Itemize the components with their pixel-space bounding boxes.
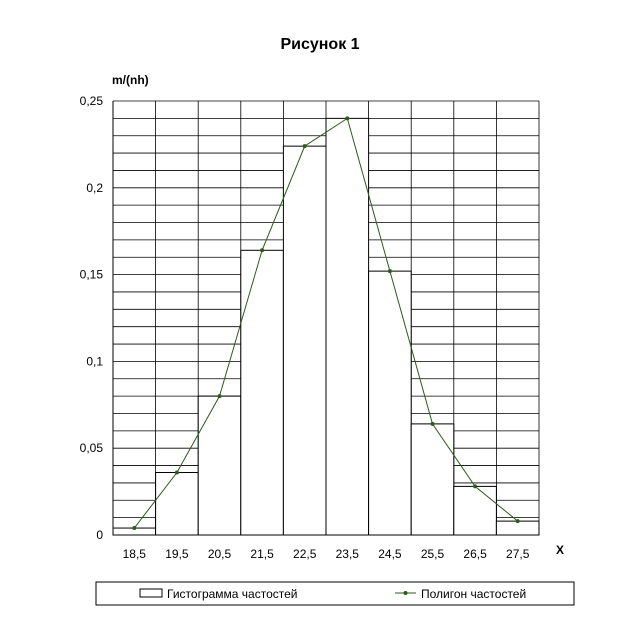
histogram-bar <box>197 395 242 536</box>
x-tick-label: 25,5 <box>421 547 445 561</box>
polygon-point <box>473 484 478 489</box>
legend-swatch-histogram <box>139 588 163 598</box>
histogram-bar <box>368 270 412 536</box>
histogram-bar <box>410 423 455 536</box>
legend-label-histogram: Гистограмма частостей <box>167 587 298 601</box>
y-tick-label: 0,05 <box>80 441 104 455</box>
polygon-point <box>387 269 392 274</box>
histogram-bar <box>155 472 199 536</box>
polygon-point <box>302 144 307 149</box>
polygon-line <box>133 117 519 529</box>
polygon-point <box>260 248 265 253</box>
histogram-bar <box>495 520 540 536</box>
y-tick-label: 0,15 <box>80 268 104 282</box>
y-tick-label: 0,25 <box>80 94 104 108</box>
histogram-bar <box>453 485 497 536</box>
polygon-point <box>174 470 179 475</box>
legend-swatch-polygon-marker <box>403 591 408 595</box>
polygon-point <box>430 421 435 426</box>
x-tick-label: 20,5 <box>208 547 232 561</box>
x-tick-label: 23,5 <box>336 547 360 561</box>
polygon-point <box>345 116 350 121</box>
x-tick-label: 24,5 <box>378 547 402 561</box>
polygon-point <box>132 526 137 531</box>
x-tick-label: 27,5 <box>506 547 530 561</box>
x-tick-label: 26,5 <box>463 547 487 561</box>
axes <box>112 101 539 536</box>
y-axis-title: m/(nh) <box>112 73 149 87</box>
x-tick-label: 22,5 <box>293 547 317 561</box>
y-tick-label: 0,2 <box>86 181 103 195</box>
histogram-bar <box>325 117 370 536</box>
polygon-point <box>217 394 222 399</box>
y-tick-label: 0,1 <box>86 354 103 368</box>
y-tick-labels: 0 0,05 0,1 0,15 0,2 0,25 <box>80 94 104 542</box>
x-tick-labels: 18,5 19,5 20,5 21,5 22,5 23,5 24,5 25,5 26,5 27,5 <box>123 547 530 561</box>
histogram-bar <box>240 249 284 536</box>
polygon-point <box>515 519 520 524</box>
x-tick-label: 21,5 <box>250 547 274 561</box>
x-tick-label: 19,5 <box>165 547 189 561</box>
legend: Гистограмма частостей Полигон частостей <box>95 581 575 606</box>
legend-frame <box>95 581 575 606</box>
polygon-series <box>132 116 520 531</box>
histogram-bar <box>282 145 327 536</box>
chart-title: Рисунок 1 <box>280 36 359 53</box>
y-tick-label: 0 <box>96 528 103 542</box>
histogram-bars <box>112 117 540 536</box>
x-tick-label: 18,5 <box>123 547 147 561</box>
x-axis-title: X <box>556 543 564 557</box>
legend-label-polygon: Полигон частостей <box>421 587 526 601</box>
